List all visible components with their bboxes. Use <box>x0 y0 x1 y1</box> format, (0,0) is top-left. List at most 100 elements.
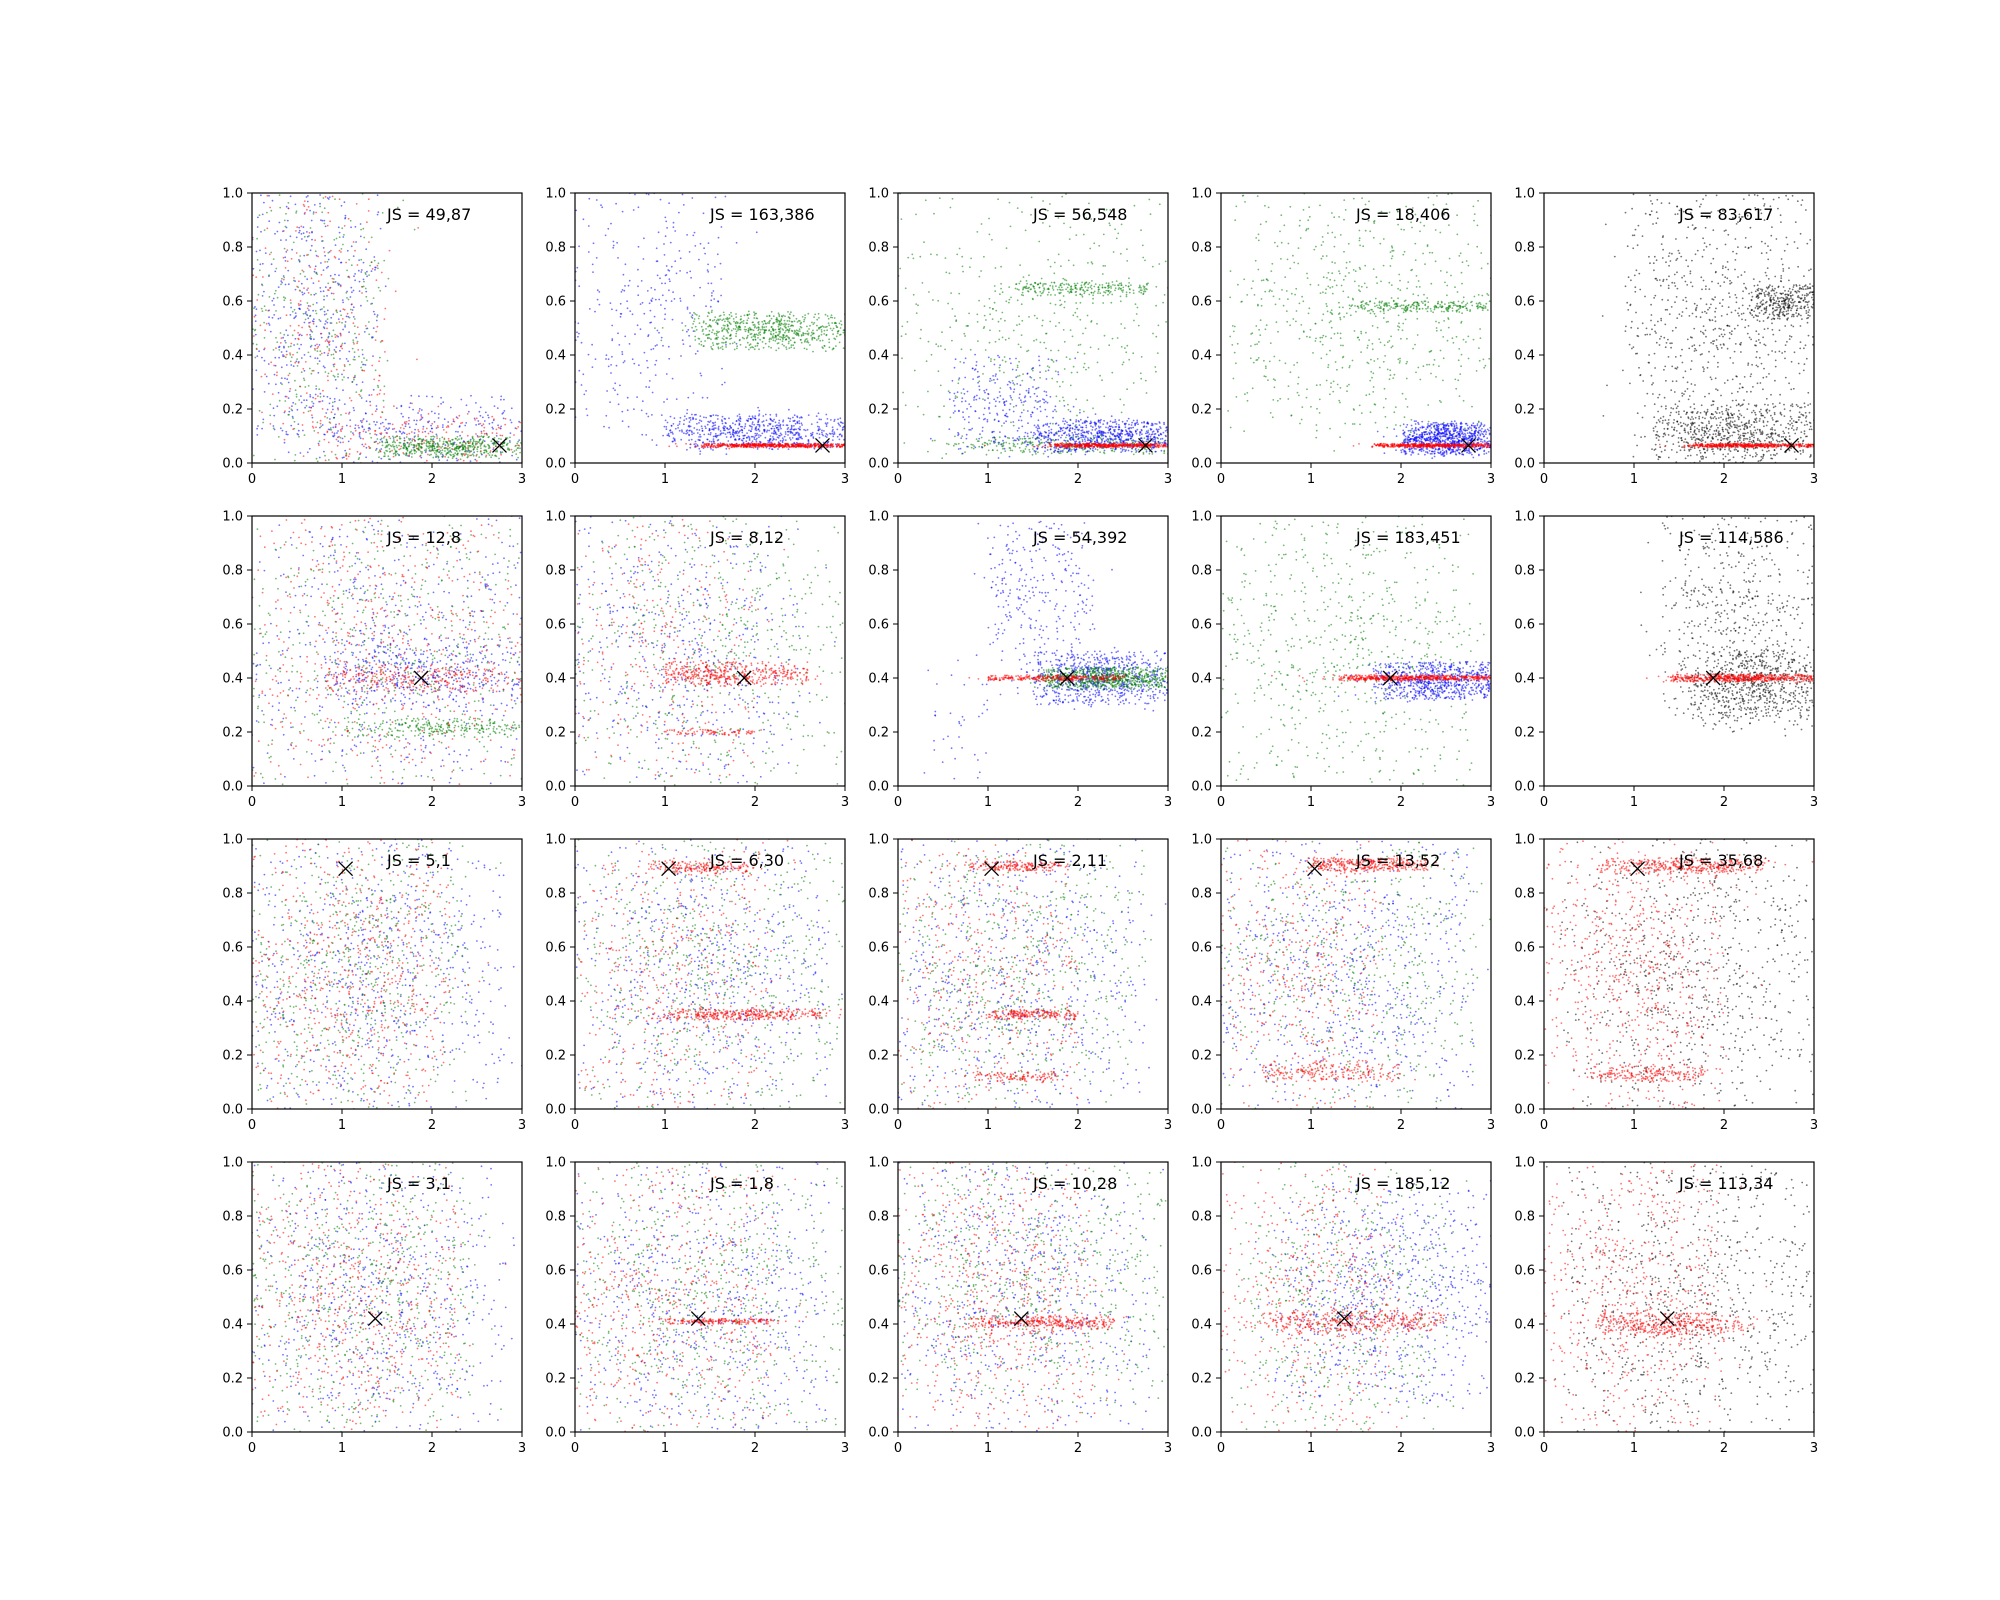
point <box>354 332 356 335</box>
point <box>1124 347 1126 349</box>
point <box>685 432 687 435</box>
point <box>831 426 834 429</box>
point <box>817 429 820 432</box>
point <box>770 310 773 313</box>
point <box>607 227 610 230</box>
point <box>1105 289 1108 292</box>
point <box>987 449 990 452</box>
point <box>1074 286 1077 289</box>
point <box>591 263 594 266</box>
point <box>670 300 673 302</box>
point <box>830 314 833 317</box>
point <box>321 408 324 410</box>
point <box>582 218 585 221</box>
point <box>735 316 738 318</box>
point <box>336 444 339 447</box>
point <box>256 226 259 228</box>
point <box>912 257 915 260</box>
point <box>453 455 455 458</box>
point <box>751 421 754 424</box>
point <box>473 446 476 449</box>
point <box>818 328 820 330</box>
point <box>958 247 961 250</box>
point <box>772 437 775 440</box>
point <box>721 383 724 386</box>
point <box>263 321 265 324</box>
point <box>343 225 346 227</box>
point <box>309 335 312 338</box>
point <box>437 413 440 415</box>
point <box>508 440 511 442</box>
point <box>301 269 304 272</box>
point <box>732 429 735 432</box>
point <box>777 424 780 427</box>
point <box>1050 294 1052 296</box>
point <box>669 415 672 418</box>
point <box>425 427 428 430</box>
point <box>982 373 984 375</box>
point <box>1061 381 1064 383</box>
point <box>779 331 781 334</box>
point <box>430 453 432 456</box>
point <box>291 310 294 313</box>
point <box>284 297 287 300</box>
point <box>349 425 352 428</box>
point <box>420 456 423 459</box>
point <box>737 327 740 330</box>
point <box>436 455 439 457</box>
point <box>789 417 792 420</box>
point <box>756 317 759 320</box>
point <box>983 255 985 258</box>
point <box>738 328 741 331</box>
point <box>408 444 410 446</box>
point <box>353 356 356 358</box>
point <box>1044 370 1047 372</box>
point <box>309 227 312 229</box>
point <box>336 311 338 314</box>
point <box>432 456 435 459</box>
point <box>738 413 741 416</box>
point <box>792 445 794 447</box>
point <box>915 213 917 216</box>
point <box>313 430 316 432</box>
point <box>420 446 423 448</box>
point <box>255 343 258 346</box>
point <box>323 313 326 316</box>
point <box>775 338 778 340</box>
point <box>316 343 318 346</box>
point <box>956 396 959 399</box>
point <box>306 289 308 291</box>
point <box>747 331 750 334</box>
point <box>309 395 312 398</box>
point <box>1151 265 1154 268</box>
point <box>946 442 948 445</box>
point <box>712 414 715 416</box>
point <box>676 445 678 448</box>
point <box>310 344 313 347</box>
point <box>755 440 758 443</box>
point <box>382 406 385 408</box>
point <box>775 438 777 441</box>
point <box>327 289 329 291</box>
point <box>333 298 335 301</box>
point <box>657 231 660 234</box>
point <box>682 423 685 426</box>
point <box>434 443 437 445</box>
point <box>751 423 754 425</box>
point <box>334 256 337 259</box>
point <box>285 350 288 353</box>
point <box>607 358 610 361</box>
point <box>340 414 342 416</box>
point <box>763 425 765 427</box>
point <box>796 421 799 424</box>
point <box>1098 244 1101 247</box>
point <box>754 345 757 347</box>
point <box>1049 284 1052 287</box>
point <box>348 453 351 455</box>
point <box>790 425 793 428</box>
point <box>699 372 702 375</box>
point <box>389 422 391 425</box>
point <box>960 392 963 394</box>
point <box>460 438 463 440</box>
point <box>700 340 703 343</box>
